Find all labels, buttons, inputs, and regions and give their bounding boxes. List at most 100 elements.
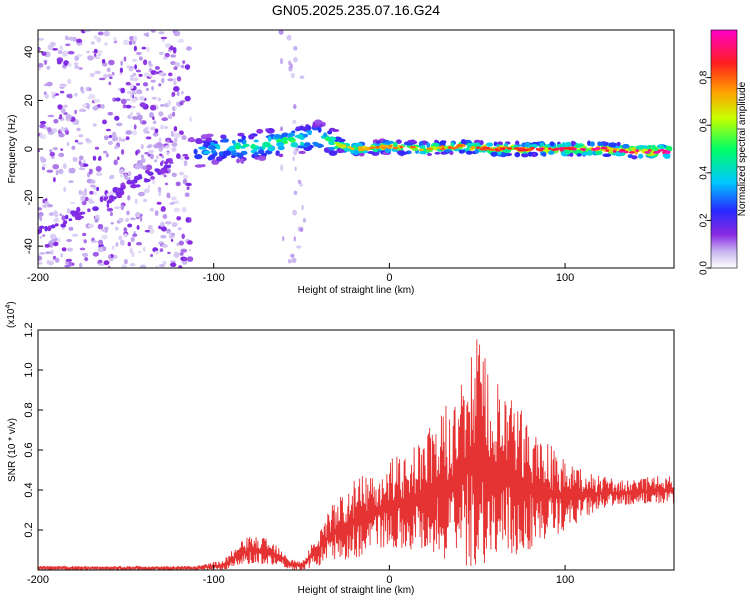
ridge-blob bbox=[307, 131, 312, 136]
noise-speckle bbox=[49, 151, 55, 157]
noise-speckle bbox=[74, 65, 80, 69]
noise-speckle bbox=[115, 97, 121, 102]
noise-speckle bbox=[53, 219, 56, 223]
faint-line-blob bbox=[176, 153, 181, 159]
noise-speckle bbox=[58, 152, 65, 158]
ridge-blob bbox=[220, 134, 227, 140]
faint-column-blob bbox=[290, 72, 296, 79]
noise-speckle bbox=[61, 216, 65, 221]
colorbar-tick-label: 0.6 bbox=[699, 118, 710, 132]
snr-y-multiplier: (x104) bbox=[5, 301, 17, 328]
ridge-core-blob bbox=[476, 146, 480, 149]
ridge-blob bbox=[290, 142, 299, 148]
ridge-core-blob bbox=[369, 146, 375, 149]
noise-speckle bbox=[125, 136, 130, 141]
noise-speckle bbox=[69, 167, 76, 174]
noise-speckle bbox=[173, 48, 177, 54]
noise-speckle bbox=[39, 120, 47, 125]
noise-speckle bbox=[38, 37, 45, 41]
noise-speckle bbox=[101, 234, 108, 240]
noise-speckle bbox=[181, 135, 187, 141]
ridge-blob bbox=[392, 141, 398, 148]
noise-speckle bbox=[148, 149, 155, 154]
noise-speckle bbox=[182, 178, 188, 185]
ridge-core-blob bbox=[447, 146, 453, 149]
ridge-blob bbox=[608, 142, 617, 148]
noise-speckle bbox=[160, 206, 166, 212]
noise-speckle bbox=[127, 223, 133, 228]
noise-speckle bbox=[177, 39, 184, 43]
ridge-blob bbox=[328, 146, 336, 150]
ridge-core-blob bbox=[496, 146, 502, 150]
ridge-blob bbox=[405, 142, 414, 146]
faint-column-blob bbox=[299, 75, 305, 79]
faint-line-blob bbox=[136, 175, 143, 180]
noise-speckle bbox=[139, 264, 147, 268]
noise-speckle bbox=[134, 198, 138, 204]
faint-line-blob bbox=[63, 220, 68, 225]
noise-speckle bbox=[41, 163, 47, 168]
noise-speckle bbox=[85, 138, 90, 142]
noise-speckle bbox=[127, 195, 131, 201]
noise-speckle bbox=[119, 168, 124, 175]
noise-speckle bbox=[168, 49, 172, 52]
noise-speckle bbox=[160, 234, 167, 239]
noise-speckle bbox=[131, 105, 136, 109]
ridge-core-blob bbox=[539, 147, 545, 150]
noise-speckle bbox=[98, 263, 106, 266]
noise-speckle bbox=[182, 60, 186, 64]
noise-speckle bbox=[170, 239, 174, 242]
noise-speckle bbox=[74, 109, 77, 115]
ridge-core-blob bbox=[666, 150, 671, 154]
faint-column-blob bbox=[293, 148, 296, 155]
colorbar-gradient bbox=[710, 29, 738, 269]
ridge-blob bbox=[203, 141, 208, 147]
noise-speckle bbox=[158, 137, 162, 143]
noise-speckle bbox=[107, 111, 114, 116]
noise-speckle bbox=[187, 256, 194, 262]
noise-speckle bbox=[121, 264, 127, 268]
noise-speckle bbox=[97, 259, 103, 264]
ridge-blob bbox=[216, 156, 223, 162]
noise-speckle bbox=[87, 103, 90, 110]
noise-speckle bbox=[46, 169, 54, 173]
noise-speckle bbox=[178, 130, 184, 135]
colorbar-tick-label: 0.8 bbox=[699, 70, 710, 84]
noise-speckle bbox=[93, 48, 98, 54]
noise-speckle bbox=[107, 265, 111, 268]
ridge-blob bbox=[205, 133, 214, 138]
noise-speckle bbox=[148, 60, 152, 66]
ridge-blob bbox=[193, 148, 198, 155]
noise-speckle bbox=[171, 142, 178, 147]
ridge-blob bbox=[549, 141, 555, 147]
ridge-blob bbox=[201, 164, 206, 168]
noise-speckle bbox=[179, 171, 185, 176]
ridge-blob bbox=[278, 153, 284, 158]
noise-speckle bbox=[98, 77, 106, 81]
noise-speckle bbox=[60, 253, 64, 258]
noise-speckle bbox=[67, 208, 70, 213]
ridge-core-blob bbox=[559, 148, 564, 152]
noise-speckle bbox=[93, 35, 98, 40]
noise-speckle bbox=[183, 174, 189, 180]
ridge-blob bbox=[439, 140, 446, 147]
ridge-core-blob bbox=[340, 144, 346, 148]
faint-column-blob bbox=[293, 190, 298, 195]
colorbar-tick-label: 0.0 bbox=[699, 261, 710, 275]
noise-speckle bbox=[143, 246, 146, 252]
noise-speckle bbox=[159, 51, 164, 56]
ridge-blob bbox=[203, 150, 211, 155]
noise-speckle bbox=[39, 236, 42, 239]
ridge-blob bbox=[250, 145, 258, 148]
y-tick-label: 1.0 bbox=[23, 362, 35, 377]
noise-speckle bbox=[147, 184, 151, 190]
noise-speckle bbox=[170, 262, 177, 268]
ridge-blob bbox=[479, 140, 484, 146]
faint-line-blob bbox=[117, 187, 124, 192]
noise-speckle bbox=[139, 56, 143, 61]
noise-speckle bbox=[120, 87, 126, 94]
noise-speckle bbox=[122, 104, 127, 109]
noise-speckle bbox=[38, 211, 44, 217]
ridge-core-blob bbox=[558, 147, 565, 150]
faint-column-blob bbox=[296, 245, 302, 249]
